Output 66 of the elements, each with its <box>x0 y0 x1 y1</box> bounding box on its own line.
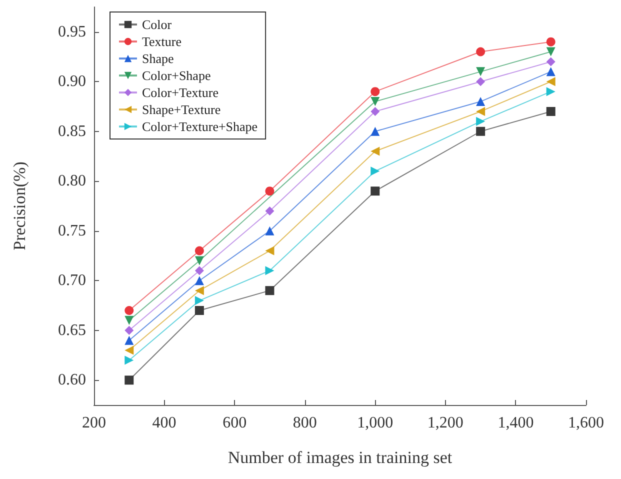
y-tick-label: 0.75 <box>58 222 86 240</box>
point <box>546 47 556 56</box>
point <box>546 67 556 76</box>
point <box>124 336 134 345</box>
legend-label: Texture <box>142 34 182 49</box>
point <box>476 126 486 136</box>
point <box>265 266 274 276</box>
point <box>265 286 274 296</box>
point <box>194 306 204 315</box>
point <box>370 97 380 106</box>
y-tick-label: 0.60 <box>58 372 86 389</box>
x-tick-label: 600 <box>222 414 247 432</box>
point <box>124 306 134 315</box>
point <box>546 77 556 86</box>
point <box>476 116 486 126</box>
point <box>546 57 556 66</box>
point <box>194 296 204 306</box>
point <box>370 87 380 96</box>
point <box>370 146 380 156</box>
point <box>194 276 204 286</box>
point <box>476 67 486 76</box>
point <box>194 286 204 296</box>
point <box>265 246 274 256</box>
y-tick-label: 0.90 <box>58 73 86 90</box>
y-tick-label: 0.65 <box>58 322 86 339</box>
point <box>265 186 274 196</box>
legend-label: Shape+Texture <box>142 102 221 117</box>
x-tick-label: 1,400 <box>498 414 534 432</box>
point <box>370 106 380 116</box>
y-axis-title: Precision(%) <box>10 162 29 250</box>
y-tick-label: 0.80 <box>58 172 86 190</box>
point <box>476 106 486 116</box>
x-tick-label: 400 <box>152 414 176 432</box>
legend-label: Color+Texture <box>142 85 219 100</box>
point <box>370 186 380 196</box>
point <box>194 256 204 266</box>
x-tick-label: 1,200 <box>427 414 464 432</box>
point <box>546 37 556 46</box>
point <box>476 77 486 86</box>
point <box>194 266 204 276</box>
point <box>546 87 556 96</box>
point <box>124 376 134 385</box>
x-axis-title: Number of images in training set <box>228 448 452 467</box>
y-tick-label: 0.95 <box>58 23 86 40</box>
point <box>194 246 204 256</box>
point <box>476 47 486 56</box>
point <box>124 316 134 325</box>
x-tick-label: 1,000 <box>357 414 394 432</box>
point <box>124 356 134 365</box>
legend-label: Color+Texture+Shape <box>142 119 258 134</box>
point <box>265 226 274 236</box>
point <box>370 126 380 136</box>
legend-label: Shape <box>142 51 174 66</box>
point <box>546 106 556 116</box>
x-tick-label: 1,600 <box>568 414 604 432</box>
point <box>265 206 274 216</box>
x-tick-label: 200 <box>82 414 106 432</box>
x-tick-label: 800 <box>292 414 317 432</box>
point <box>124 346 134 355</box>
point <box>370 166 380 176</box>
y-tick-label: 0.85 <box>58 122 86 140</box>
y-tick-label: 0.70 <box>58 272 86 290</box>
legend-label: Color <box>142 17 172 32</box>
point <box>476 97 486 106</box>
point <box>124 326 134 335</box>
legend-label: Color+Shape <box>142 68 211 83</box>
